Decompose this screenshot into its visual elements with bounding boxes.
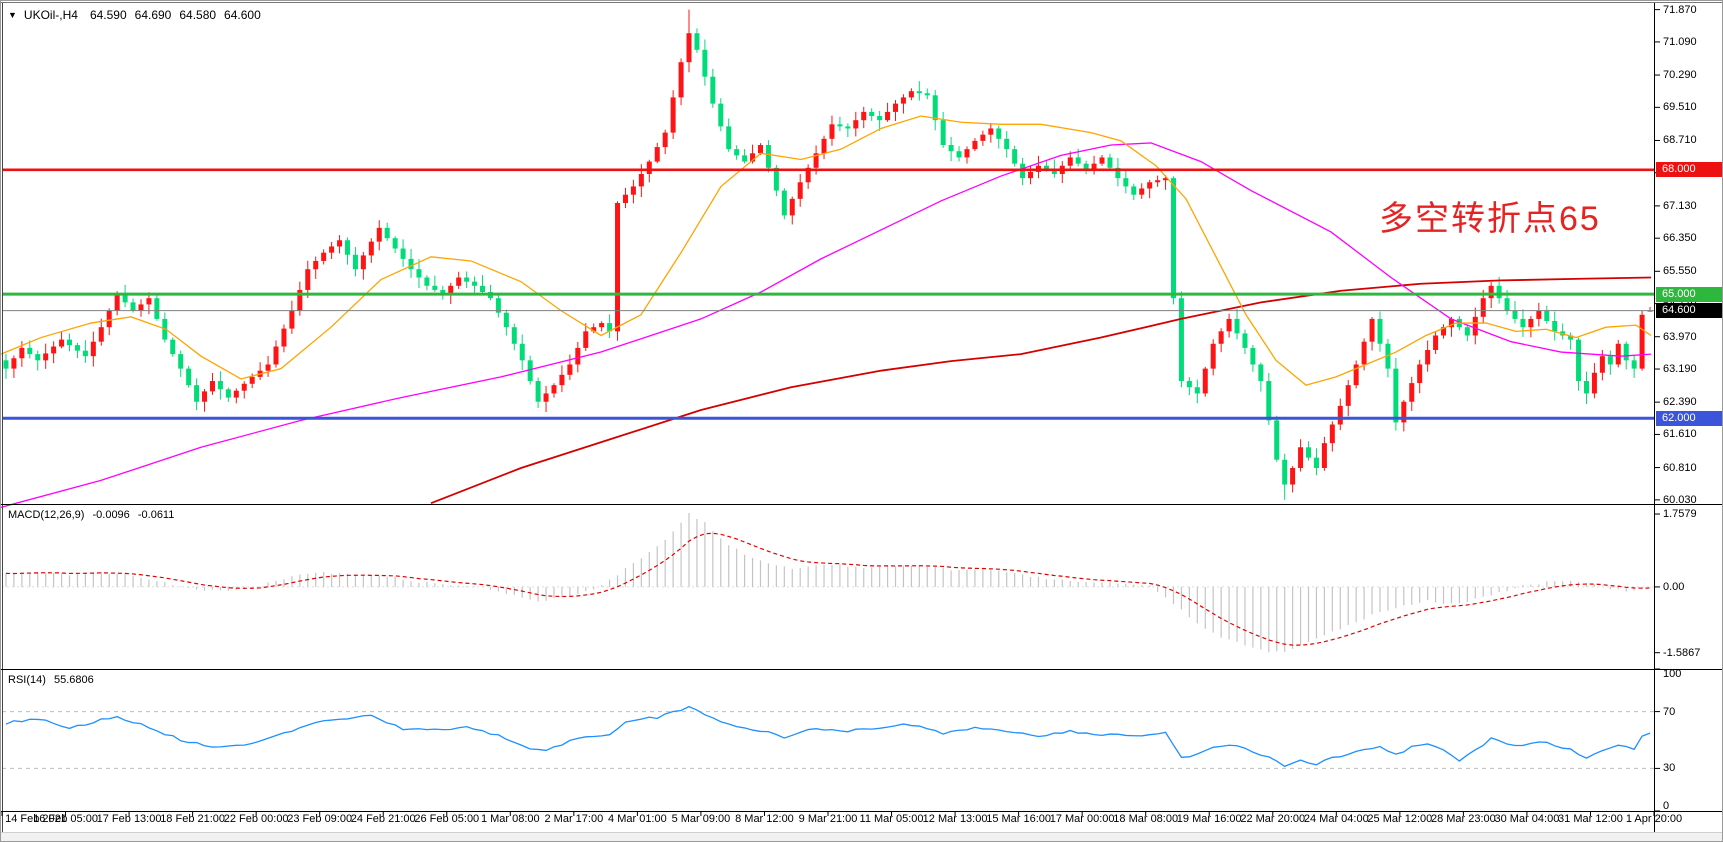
time-axis-label: 16 Feb 05:00: [33, 813, 98, 825]
quote-high: 64.690: [134, 8, 172, 22]
rsi-axis-label: 100: [1663, 668, 1682, 680]
macd-axis-label: 1.7579: [1663, 508, 1697, 521]
price-axis-label: 60.810: [1663, 461, 1697, 474]
price-axis-label: 71.090: [1663, 35, 1697, 48]
time-axis-label: 26 Feb 05:00: [414, 813, 480, 825]
time-axis-label: 8 Mar 12:00: [735, 813, 794, 825]
time-axis-label: 24 Mar 04:00: [1303, 813, 1369, 825]
rsi-axis-label: 30: [1663, 762, 1676, 775]
rsi-name: RSI(14): [8, 674, 46, 686]
price-axis-label: 63.970: [1663, 330, 1697, 343]
fast-orange-ma: [1, 115, 1652, 386]
time-axis-label: 5 Mar 09:00: [671, 813, 731, 825]
price-badge: 68.000: [1656, 162, 1722, 178]
rsi-axis-label: 0: [1663, 800, 1670, 812]
symbol-label: UKOil-,H4: [23, 8, 78, 22]
quote-open: 64.590: [89, 8, 127, 22]
time-axis-label: 1 Apr 20:00: [1625, 813, 1683, 825]
quote-low: 64.580: [179, 8, 217, 22]
price-axis-label: 67.130: [1663, 199, 1697, 212]
time-axis-label: 15 Mar 16:00: [986, 813, 1052, 825]
window-bottom-strip: [1, 832, 1722, 841]
macd-value: -0.0096: [92, 509, 130, 521]
time-axis-label: 30 Mar 04:00: [1494, 813, 1560, 825]
time-axis-label: 2 Mar 17:00: [544, 813, 604, 825]
macd-name: MACD(12,26,9): [8, 509, 85, 521]
macd-axis-label: -1.5867: [1663, 646, 1701, 659]
price-axis-label: 62.390: [1663, 396, 1697, 409]
time-axis-label: 18 Feb 21:00: [160, 813, 226, 825]
time-axis-label: 12 Mar 13:00: [922, 813, 988, 825]
symbol-dropdown-icon[interactable]: ▼: [8, 10, 17, 20]
price-axis-label: 66.350: [1663, 232, 1697, 245]
macd-indicator-label: MACD(12,26,9) -0.0096 -0.0611: [8, 509, 179, 521]
symbol-quote-bar: ▼ UKOil-,H4 64.590 64.690 64.580 64.600: [8, 8, 269, 22]
rsi-value: 55.6806: [53, 674, 94, 686]
price-axis-label: 60.030: [1663, 493, 1697, 506]
price-axis-label: 63.190: [1663, 363, 1697, 376]
rsi-indicator-label: RSI(14) 55.6806: [8, 674, 99, 686]
price-badge: 64.600: [1656, 303, 1722, 319]
time-axis-label: 25 Mar 12:00: [1367, 813, 1433, 825]
time-axis-label: 28 Mar 23:00: [1430, 813, 1496, 825]
price-axis-label: 61.610: [1663, 428, 1697, 441]
price-axis-label: 70.290: [1663, 69, 1697, 82]
price-annotation[interactable]: 多空转折点65: [1379, 200, 1601, 238]
time-axis-label: 14 Feb 2021: [5, 813, 67, 825]
time-axis-label: 17 Feb 13:00: [96, 813, 162, 825]
price-axis-label: 65.550: [1663, 265, 1697, 278]
price-badge: 62.000: [1656, 410, 1722, 426]
time-axis-label: 31 Mar 12:00: [1558, 813, 1623, 825]
time-axis-label: 17 Mar 00:00: [1049, 813, 1115, 825]
time-axis-label: 24 Feb 21:00: [350, 813, 416, 825]
price-badge: 65.000: [1656, 286, 1722, 302]
slow-red-ma: [430, 276, 1652, 505]
price-axis-label: 71.870: [1663, 3, 1697, 16]
time-axis-label: 19 Mar 16:00: [1176, 813, 1242, 825]
time-axis-label: 11 Mar 05:00: [859, 813, 924, 825]
time-axis-label: 9 Mar 21:00: [798, 813, 858, 825]
macd-signal-value: -0.0611: [137, 509, 175, 521]
macd-axis-label: 0.00: [1663, 580, 1685, 593]
time-axis-label: 22 Mar 20:00: [1240, 813, 1306, 825]
rsi-axis-label: 70: [1663, 705, 1676, 718]
time-axis-label: 22 Feb 00:00: [223, 813, 289, 825]
mid-magenta-ma: [1, 142, 1652, 508]
price-axis-label: 68.710: [1663, 134, 1697, 147]
time-axis-label: 18 Mar 08:00: [1113, 813, 1179, 825]
time-axis-label: 23 Feb 09:00: [287, 813, 353, 825]
time-axis-label: 1 Mar 08:00: [480, 813, 540, 825]
time-axis-label: 4 Mar 01:00: [608, 813, 667, 825]
quote-close: 64.600: [224, 8, 261, 22]
price-axis-label: 69.510: [1663, 101, 1697, 114]
